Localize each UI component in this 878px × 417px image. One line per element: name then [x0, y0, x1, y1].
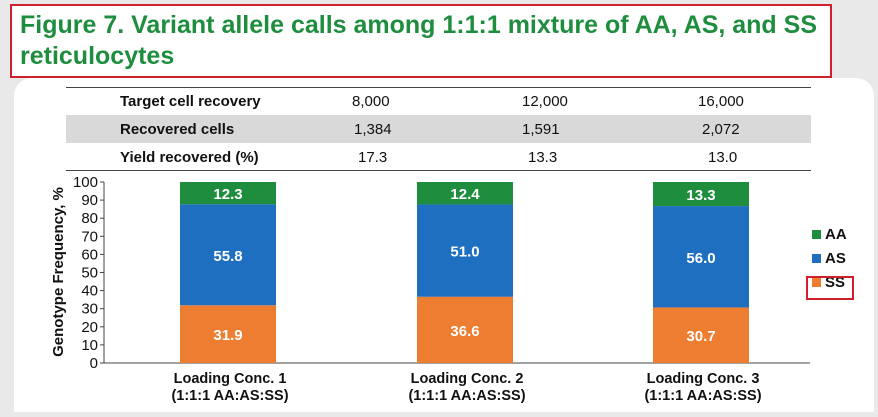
data-label-ss: 36.6: [450, 323, 479, 340]
x-category-label: Loading Conc. 3: [647, 371, 760, 387]
y-tick-label: 10: [81, 337, 98, 354]
y-tick-label: 100: [73, 174, 98, 191]
y-tick-label: 60: [81, 246, 98, 263]
y-tick-label: 40: [81, 283, 98, 300]
data-label-as: 51.0: [450, 244, 479, 261]
figure-title-box: Figure 7. Variant allele calls among 1:1…: [10, 4, 832, 78]
table-cell: 1,591: [522, 121, 560, 138]
data-label-aa: 13.3: [686, 187, 715, 204]
data-label-as: 56.0: [686, 250, 715, 267]
bar-segment-ss: [653, 307, 749, 363]
table-row-yield: Yield recovered (%) 17.3 13.3 13.0: [66, 143, 811, 171]
y-tick-label: 70: [81, 228, 98, 245]
data-label-aa: 12.4: [450, 186, 480, 203]
table-cell: 1,384: [354, 121, 392, 138]
bar-segment-aa: [180, 182, 276, 205]
legend-label-as: AS: [825, 250, 846, 267]
bar-segment-as: [417, 204, 513, 297]
x-category-label: (1:1:1 AA:AS:SS): [408, 388, 525, 404]
table-row-label: Yield recovered (%): [120, 149, 259, 166]
y-tick-label: 20: [81, 319, 98, 336]
y-axis-label: Genotype Frequency, %: [50, 187, 67, 357]
y-tick-label: 90: [81, 192, 98, 209]
table-cell: 13.3: [528, 149, 558, 166]
table-cell: 8,000: [352, 93, 390, 110]
legend-swatch-ss: [812, 278, 821, 287]
y-tick-label: 0: [90, 355, 98, 372]
table-bottom-rule: [66, 170, 811, 171]
y-tick-label: 80: [81, 210, 98, 227]
y-tick-label: 30: [81, 301, 98, 318]
table-cell: 12,000: [522, 93, 568, 110]
data-label-aa: 12.3: [213, 186, 242, 203]
bar-segment-ss: [180, 305, 276, 363]
table-cell: 17.3: [358, 149, 388, 166]
table-row-recovered: Recovered cells 1,384 1,591 2,072: [66, 115, 811, 143]
data-label-as: 55.8: [213, 248, 242, 265]
y-tick-label: 50: [81, 265, 98, 282]
bar-segment-aa: [653, 182, 749, 207]
bar-segment-aa: [417, 182, 513, 205]
summary-table: Target cell recovery 8,000 12,000 16,000…: [66, 87, 811, 171]
legend-swatch-as: [812, 254, 821, 263]
x-category-label: Loading Conc. 2: [411, 371, 524, 387]
data-label-ss: 30.7: [686, 328, 715, 345]
table-cell: 16,000: [698, 93, 744, 110]
legend-highlight-box: [806, 276, 854, 300]
x-category-label: (1:1:1 AA:AS:SS): [644, 388, 761, 404]
x-category-label: Loading Conc. 1: [174, 371, 287, 387]
table-row-target: Target cell recovery 8,000 12,000 16,000: [66, 87, 811, 115]
bar-segment-ss: [417, 296, 513, 363]
bar-segment-as: [653, 206, 749, 308]
table-row-label: Recovered cells: [120, 121, 235, 138]
data-label-ss: 31.9: [213, 327, 242, 344]
table-row-label: Target cell recovery: [120, 93, 261, 110]
bar-segment-as: [180, 204, 276, 306]
table-top-rule: [66, 87, 811, 88]
figure-title: Figure 7. Variant allele calls among 1:1…: [20, 11, 817, 70]
table-cell: 13.0: [708, 149, 738, 166]
x-category-label: (1:1:1 AA:AS:SS): [171, 388, 288, 404]
legend-label-aa: AA: [825, 226, 847, 243]
legend-swatch-aa: [812, 230, 821, 239]
legend-label-ss: SS: [825, 274, 846, 291]
table-cell: 2,072: [702, 121, 740, 138]
